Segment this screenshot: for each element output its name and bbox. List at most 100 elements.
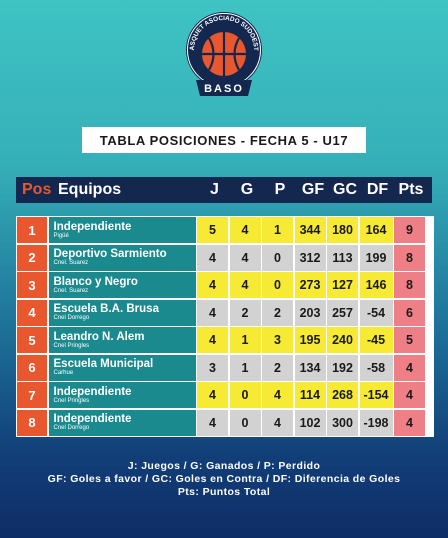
header-gc: GC bbox=[333, 181, 357, 198]
team-city: Cnel Pringles bbox=[53, 342, 90, 349]
team-name: Leandro N. Alem bbox=[53, 330, 145, 343]
points-cell: 6 bbox=[394, 299, 425, 326]
stat-cell-p: 4 bbox=[262, 382, 293, 408]
stat-cell-p: 0 bbox=[262, 272, 293, 298]
table-row: 3 Blanco y Negro Cnel. Suarez 4 4 0 273 127 146 8 bbox=[17, 272, 433, 298]
stat-cell-gc: 180 bbox=[327, 217, 358, 243]
header-p: P bbox=[274, 181, 286, 198]
stat-cell-gf: 344 bbox=[294, 217, 326, 243]
stat-cell-p: 4 bbox=[262, 409, 293, 436]
stat-cell-gc: 300 bbox=[327, 409, 358, 436]
stat-cell-df: 164 bbox=[359, 217, 393, 243]
team-city: Cnel Pringles bbox=[53, 397, 90, 404]
table-row: 1 Independiente Pigüé 5 4 1 344 180 164 9 bbox=[17, 217, 433, 243]
stat-cell-df: 199 bbox=[359, 244, 393, 271]
stat-cell-gc: 127 bbox=[327, 272, 358, 298]
stat-cell-j: 4 bbox=[197, 382, 228, 408]
table-row: 7 Independiente Cnel Pringles 4 0 4 114 268 -154… bbox=[17, 382, 433, 408]
stat-cell-j: 4 bbox=[197, 327, 228, 353]
stat-cell-gc: 113 bbox=[327, 244, 358, 271]
table-row: 6 Escuela Municipal Carhue 3 1 2 134 192 -58 4 bbox=[17, 354, 433, 381]
points-cell: 4 bbox=[394, 409, 425, 436]
team-name: Escuela B.A. Brusa bbox=[53, 303, 159, 315]
stat-cell-g: 1 bbox=[229, 327, 261, 353]
stat-cell-gc: 268 bbox=[327, 382, 358, 408]
position-cell: 4 bbox=[17, 299, 47, 326]
team-city: Cnel Dorrego bbox=[53, 425, 90, 431]
stat-cell-df: -154 bbox=[359, 382, 393, 408]
stat-cell-df: 146 bbox=[359, 272, 393, 298]
points-cell: 4 bbox=[394, 354, 425, 381]
baso-logo: BASQUET ASOCIADO SUDOESTE BASO bbox=[184, 10, 262, 96]
legend-line: Pts: Puntos Total bbox=[177, 486, 271, 498]
team-cell: Leandro N. Alem Cnel Pringles bbox=[48, 327, 196, 353]
points-cell: 5 bbox=[394, 327, 425, 353]
stat-cell-g: 0 bbox=[229, 382, 261, 408]
table-row: 8 Independiente Cnel Dorrego 4 0 4 102 300 -198 4 bbox=[17, 409, 433, 436]
position-cell: 7 bbox=[17, 382, 47, 408]
stat-cell-gc: 240 bbox=[327, 327, 358, 353]
table-header: Pos Equipos J G P GF GC DF Pts bbox=[16, 177, 432, 203]
basketball-icon bbox=[202, 32, 246, 76]
team-cell: Escuela B.A. Brusa Cnel Dorrego bbox=[48, 299, 196, 326]
team-cell: Independiente Pigüé bbox=[48, 217, 196, 243]
legend-line: GF: Goles a favor / GC: Goles en Contra … bbox=[47, 473, 401, 485]
stat-cell-g: 1 bbox=[229, 354, 261, 381]
stat-cell-df: -198 bbox=[359, 409, 393, 436]
team-name: Independiente bbox=[53, 385, 132, 398]
team-cell: Blanco y Negro Cnel. Suarez bbox=[48, 272, 196, 298]
stat-cell-g: 4 bbox=[229, 244, 261, 271]
stat-cell-gf: 312 bbox=[294, 244, 326, 271]
logo-bottom-text: BASO bbox=[204, 83, 244, 95]
team-name: Blanco y Negro bbox=[53, 275, 138, 288]
position-cell: 8 bbox=[17, 409, 47, 436]
stat-cell-j: 4 bbox=[197, 409, 228, 436]
stat-cell-g: 0 bbox=[229, 409, 261, 436]
team-name: Independiente bbox=[53, 413, 132, 425]
team-cell: Independiente Cnel Dorrego bbox=[48, 409, 196, 436]
points-cell: 8 bbox=[394, 244, 425, 271]
header-pos: Pos bbox=[22, 181, 52, 198]
stat-cell-j: 4 bbox=[197, 272, 228, 298]
stat-cell-gf: 203 bbox=[294, 299, 326, 326]
header-df: DF bbox=[366, 181, 389, 198]
stat-cell-gc: 192 bbox=[327, 354, 358, 381]
points-cell: 8 bbox=[394, 272, 425, 298]
stat-cell-gf: 102 bbox=[294, 409, 326, 436]
legend: J: Juegos / G: Ganados / P: Perdido GF: … bbox=[0, 460, 448, 499]
table-row: 2 Deportivo Sarmiento Cnel. Suarez 4 4 0 312 11… bbox=[17, 244, 433, 271]
stat-cell-df: -54 bbox=[359, 299, 393, 326]
header-pts: Pts bbox=[398, 181, 424, 198]
stat-cell-df: -58 bbox=[359, 354, 393, 381]
header-gf: GF bbox=[301, 181, 325, 198]
stat-cell-df: -45 bbox=[359, 327, 393, 353]
stat-cell-gf: 195 bbox=[294, 327, 326, 353]
team-city: Cnel Dorrego bbox=[53, 315, 90, 321]
points-cell: 9 bbox=[394, 217, 425, 243]
header-team: Equipos bbox=[58, 181, 122, 198]
logo-banner bbox=[196, 80, 252, 96]
stat-cell-gc: 257 bbox=[327, 299, 358, 326]
legend-line: J: Juegos / G: Ganados / P: Perdido bbox=[127, 460, 321, 472]
standings-table: 1 Independiente Pigüé 5 4 1 344 180 164 9 2 Deporti… bbox=[16, 216, 434, 437]
stat-cell-g: 4 bbox=[229, 272, 261, 298]
table-row: 4 Escuela B.A. Brusa Cnel Dorrego 4 2 2 203 257… bbox=[17, 299, 433, 326]
team-name: Independiente bbox=[53, 220, 132, 233]
stat-cell-p: 2 bbox=[262, 299, 293, 326]
points-cell: 4 bbox=[394, 382, 425, 408]
team-cell: Independiente Cnel Pringles bbox=[48, 382, 196, 408]
position-cell: 6 bbox=[17, 354, 47, 381]
page-title-text: TABLA POSICIONES - FECHA 5 - U17 bbox=[99, 132, 349, 148]
stat-cell-g: 2 bbox=[229, 299, 261, 326]
page-title: TABLA POSICIONES - FECHA 5 - U17 bbox=[82, 127, 366, 153]
header-j: J bbox=[210, 181, 219, 198]
team-name: Escuela Municipal bbox=[53, 358, 154, 370]
stat-cell-j: 3 bbox=[197, 354, 228, 381]
position-cell: 3 bbox=[17, 272, 47, 298]
position-cell: 1 bbox=[17, 217, 47, 243]
team-name: Deportivo Sarmiento bbox=[53, 248, 167, 260]
stat-cell-p: 0 bbox=[262, 244, 293, 271]
stat-cell-j: 5 bbox=[197, 217, 228, 243]
stat-cell-j: 4 bbox=[197, 244, 228, 271]
stat-cell-p: 3 bbox=[262, 327, 293, 353]
